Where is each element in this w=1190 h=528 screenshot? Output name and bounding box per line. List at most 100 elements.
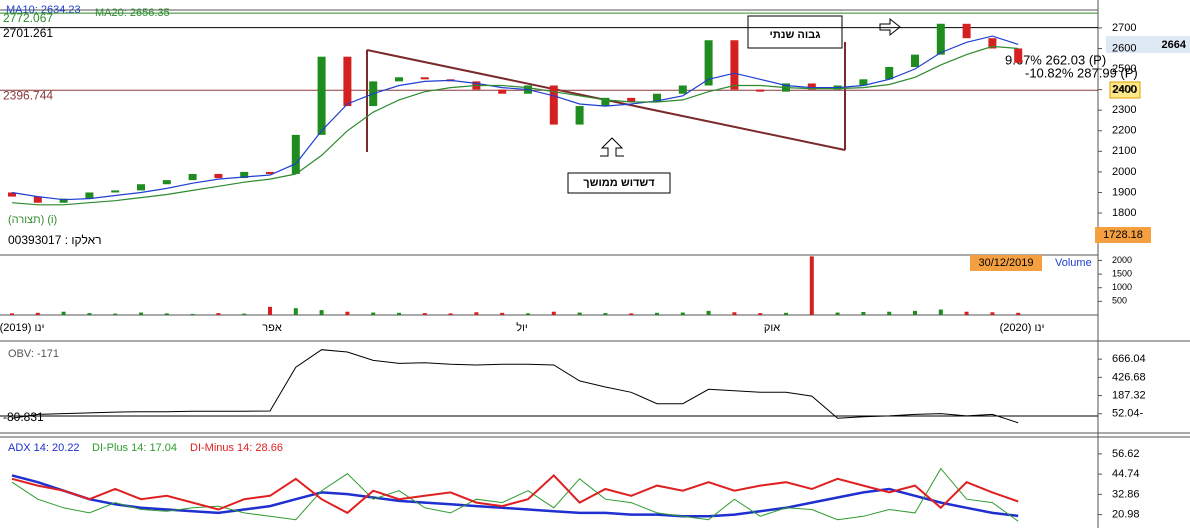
volume-bar <box>990 312 995 315</box>
candle <box>962 23 971 39</box>
volume-bar <box>526 313 530 315</box>
y-tick-label: 2000 <box>1112 166 1136 178</box>
date-label: 30/12/2019 <box>978 257 1033 269</box>
candle <box>33 196 42 203</box>
y-tick-label: 52.04- <box>1112 408 1144 420</box>
volume-bar <box>887 311 892 315</box>
volume-bar <box>577 312 582 315</box>
candle <box>885 66 894 80</box>
candle <box>1014 48 1023 63</box>
candle <box>807 83 816 90</box>
annotation: דשדוש ממושך <box>583 177 655 189</box>
title: 00393017 : ראלקו <box>8 233 102 247</box>
y-tick-label: 1500 <box>1112 268 1132 278</box>
volume-bar <box>87 313 92 315</box>
legend-entry: ADX 14: 20.22 <box>8 442 80 454</box>
volume-bar <box>938 309 943 315</box>
legend-entry: DI-Minus 14: 28.66 <box>190 442 283 454</box>
annotation: גבוה שנתי <box>770 29 821 41</box>
subtitle: (תצורה) (i) <box>8 214 57 226</box>
volume-bar <box>448 313 453 315</box>
reference-label: -80.831 <box>3 410 44 424</box>
y-tick-label: 56.62 <box>1112 448 1140 460</box>
volume-bar <box>732 312 737 315</box>
candle <box>549 85 558 125</box>
y-tick-label: 2500 <box>1112 63 1136 75</box>
volume-bar <box>371 312 376 315</box>
candle <box>59 198 68 203</box>
volume-bar <box>784 312 788 315</box>
volume-bar <box>293 308 298 315</box>
x-tick-label: יול <box>516 321 528 334</box>
candle <box>214 173 223 179</box>
volume-bar <box>113 313 118 315</box>
volume-bar <box>551 311 556 315</box>
volume-bar <box>913 310 917 315</box>
y-tick-label: 32.86 <box>1112 488 1140 500</box>
low-box <box>1095 227 1151 243</box>
y-tick-label: 20.98 <box>1112 509 1140 521</box>
candle <box>8 192 16 197</box>
y-tick-label: 44.74 <box>1112 468 1140 480</box>
y-tick-label: 2000 <box>1112 255 1132 265</box>
volume-bar <box>655 312 659 315</box>
x-tick-label: ינו (2020) <box>1000 322 1045 334</box>
volume-bar <box>319 310 324 315</box>
candle <box>343 56 352 107</box>
volume-bar <box>397 312 401 315</box>
volume-bar <box>629 313 634 315</box>
candle <box>988 38 997 49</box>
obv-line <box>11 349 1019 424</box>
annotation-box <box>747 15 843 49</box>
volume-bar <box>164 313 169 315</box>
candle <box>730 40 739 90</box>
volume-bar <box>422 313 427 315</box>
volume-bar <box>268 306 272 315</box>
cursor-price: 2400 <box>1113 84 1137 96</box>
y-tick-label: 426.68 <box>1112 371 1146 383</box>
x-tick-label: אפר <box>262 322 282 334</box>
y-tick-label: 1800 <box>1112 207 1136 219</box>
volume-bar <box>500 312 505 315</box>
last-price: 2664 <box>1162 39 1187 51</box>
candle <box>137 184 145 191</box>
date-box <box>970 255 1042 271</box>
indicator-line <box>11 474 1019 518</box>
candle <box>188 173 197 181</box>
candle <box>756 89 765 92</box>
annotation-box <box>567 172 671 194</box>
x-tick-label: ינו (2019) <box>0 322 44 334</box>
obv-title: OBV: -171 <box>8 348 59 360</box>
volume-bar <box>758 313 763 315</box>
y-tick-label: 2100 <box>1112 145 1136 157</box>
candle <box>420 77 429 80</box>
volume-bar <box>861 312 866 315</box>
legend-entry: DI-Plus 14: 17.04 <box>92 442 177 454</box>
candle <box>704 40 713 86</box>
volume-bar <box>680 312 685 315</box>
candle <box>936 23 945 55</box>
y-tick-label: 500 <box>1112 296 1127 306</box>
ma-line <box>11 35 1019 201</box>
volume-bar <box>10 313 14 315</box>
y-tick-label: 2400 <box>1112 84 1136 96</box>
volume-bar <box>345 311 350 315</box>
cursor-box <box>1109 81 1141 99</box>
volume-bar <box>1016 312 1021 315</box>
volume-bar <box>474 312 479 315</box>
candle <box>395 77 403 82</box>
ma-line <box>11 45 1019 206</box>
level-label: 2701.261 <box>3 26 53 40</box>
y-tick-label: 2300 <box>1112 104 1136 116</box>
candle <box>317 56 326 135</box>
candle <box>575 106 584 125</box>
level-label: 2396.744 <box>3 88 53 102</box>
indicator-line <box>11 473 1019 515</box>
volume-bar <box>190 313 195 315</box>
y-tick-label: 187.32 <box>1112 389 1146 401</box>
volume-bar <box>964 311 969 315</box>
volume-bar <box>35 312 40 315</box>
candle <box>678 85 687 94</box>
annotation: 9.67% 262.03 (P) <box>1005 52 1106 67</box>
